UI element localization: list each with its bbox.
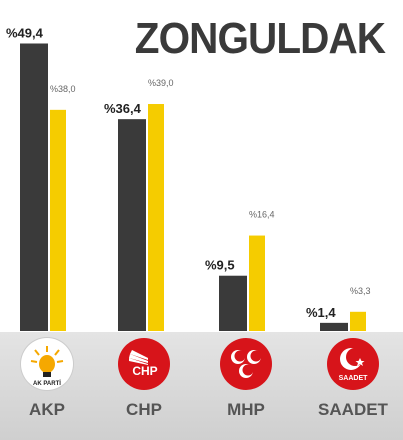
data-label-akp-series-1: %49,4	[6, 25, 44, 40]
bar-mhp-series-1	[219, 275, 247, 331]
chp-logo: CHP	[118, 338, 170, 390]
chp-six-arrows-icon: CHP	[129, 350, 158, 378]
mhp-three-crescents-icon	[231, 350, 262, 378]
saadet-crescent-icon: SAADET	[339, 348, 369, 382]
chp-logo-text: CHP	[132, 364, 157, 378]
party-name-mhp: MHP	[227, 400, 265, 419]
bar-saadet-series-1	[320, 322, 348, 331]
party-name-akp: AKP	[29, 400, 65, 419]
saadet-logo: SAADET	[327, 338, 379, 390]
akp-logo-text: AK PARTİ	[33, 380, 61, 387]
bar-saadet-series-2	[350, 311, 366, 331]
party-chp: CHP CHP	[106, 332, 186, 440]
bar-chp-series-1	[118, 119, 146, 331]
party-mhp: MHP	[208, 332, 288, 440]
party-saadet: SAADET SAADET	[315, 332, 395, 440]
party-akp: AK PARTİ AKP	[9, 332, 89, 440]
bar-chp-series-2	[148, 104, 164, 332]
party-name-chp: CHP	[126, 400, 162, 419]
chart-title: ZONGULDAK	[134, 14, 386, 63]
mhp-logo	[220, 338, 272, 390]
data-label-chp-series-2: %39,0	[148, 78, 174, 88]
akp-logo: AK PARTİ	[21, 338, 73, 390]
bar-akp-series-1	[20, 43, 48, 331]
data-label-chp-series-1: %36,4	[104, 101, 142, 116]
data-label-saadet-series-2: %3,3	[350, 286, 371, 296]
data-label-mhp-series-2: %16,4	[249, 210, 275, 220]
bar-mhp-series-2	[249, 235, 265, 331]
saadet-logo-text: SAADET	[339, 375, 369, 382]
data-label-mhp-series-1: %9,5	[205, 258, 235, 273]
bar-akp-series-2	[50, 109, 66, 331]
akp-bulb-icon: AK PARTİ	[30, 346, 64, 387]
data-label-akp-series-2: %38,0	[50, 84, 76, 94]
party-name-saadet: SAADET	[318, 400, 388, 419]
data-label-saadet-series-1: %1,4	[306, 305, 336, 320]
bar-chart: %49,4 %38,0 %36,4 %39,0 %9,5 %16,4 %1,4 %3,3	[6, 25, 371, 332]
